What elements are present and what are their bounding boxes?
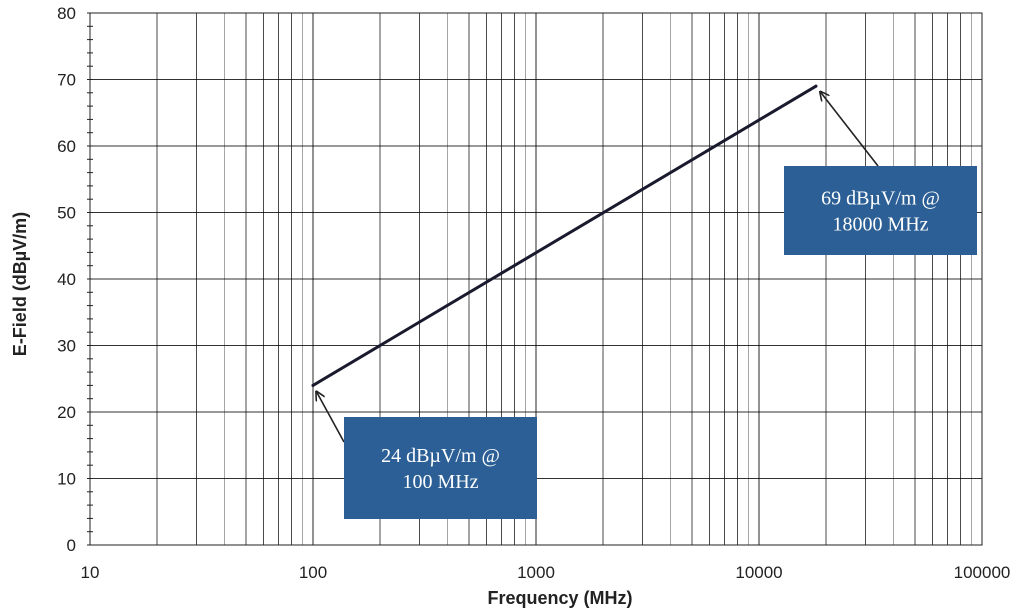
- callout-arrow: [821, 92, 879, 167]
- y-tick-label: 80: [57, 4, 76, 23]
- data-point: [311, 383, 315, 387]
- y-tick-label: 60: [57, 137, 76, 156]
- callout-label: 100 MHz: [402, 471, 478, 493]
- series-line: [311, 84, 818, 387]
- callout-label: 69 dBµV/m @: [821, 188, 940, 210]
- y-tick-label: 70: [57, 71, 76, 90]
- y-tick-label: 20: [57, 403, 76, 422]
- callout-label: 18000 MHz: [832, 214, 928, 236]
- x-tick-label: 10000: [735, 563, 782, 582]
- series: [311, 84, 818, 387]
- callout-arrow: [317, 392, 345, 443]
- y-tick-label: 30: [57, 337, 76, 356]
- callout: 69 dBµV/m @ 18000 MHz: [784, 92, 977, 255]
- axes: [87, 12, 983, 546]
- callout-box: [784, 166, 977, 255]
- y-tick-label: 50: [57, 204, 76, 223]
- x-tick-label: 10: [81, 563, 100, 582]
- y-tick-label: 10: [57, 470, 76, 489]
- callout: 24 dBµV/m @ 100 MHz: [317, 392, 537, 519]
- x-tick-label: 100000: [954, 563, 1011, 582]
- annotations: 24 dBµV/m @ 100 MHz 69 dBµV/m @ 18000 MHz: [317, 92, 977, 519]
- callout-label: 24 dBµV/m @: [381, 445, 500, 467]
- y-tick-label: 0: [67, 536, 76, 555]
- tick-labels: 0 10 20 30 40 50 60 70 80 10 100 1000 10000 100000: [57, 4, 1010, 582]
- callout-box: [344, 417, 537, 519]
- x-axis-title: Frequency (MHz): [487, 588, 632, 608]
- data-point: [814, 84, 818, 88]
- x-tick-label: 100: [299, 563, 327, 582]
- y-tick-label: 40: [57, 270, 76, 289]
- y-axis-title: E-Field (dBµV/m): [10, 212, 30, 356]
- x-tick-label: 1000: [517, 563, 555, 582]
